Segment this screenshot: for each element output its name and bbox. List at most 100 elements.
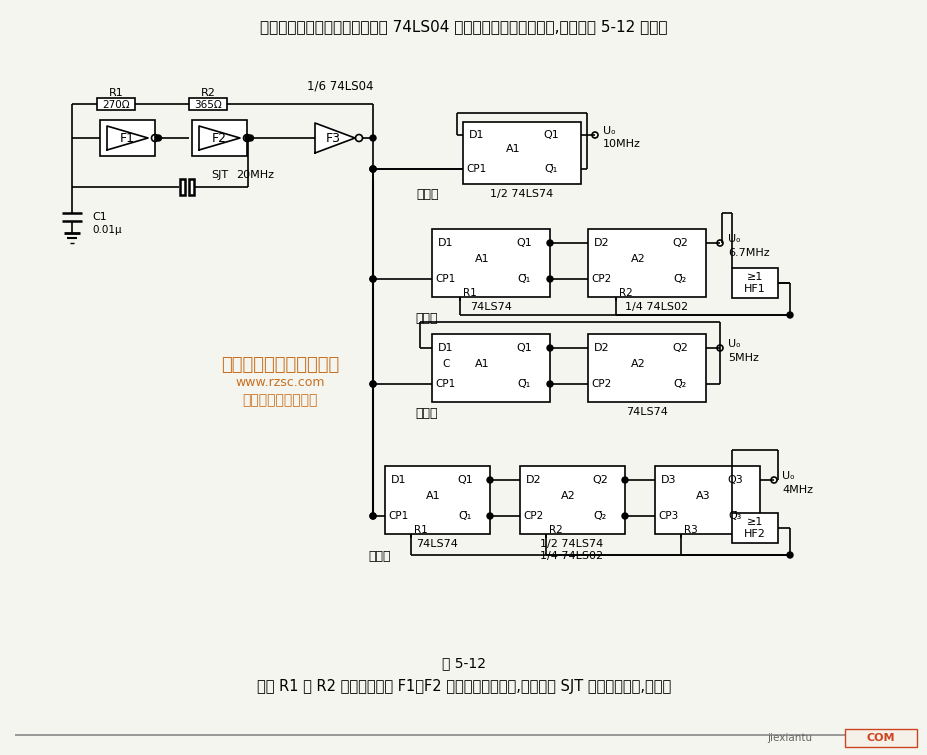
- Circle shape: [370, 276, 375, 282]
- Text: 1/6 74LS04: 1/6 74LS04: [307, 79, 373, 93]
- Text: www.rzsc.com: www.rzsc.com: [235, 377, 324, 390]
- Circle shape: [546, 276, 552, 282]
- Text: Q3: Q3: [727, 475, 743, 485]
- Text: R1: R1: [413, 525, 427, 535]
- Text: Q1: Q1: [457, 475, 473, 485]
- Text: R2: R2: [618, 288, 632, 298]
- Text: COM: COM: [866, 733, 895, 743]
- Text: 74LS74: 74LS74: [470, 302, 512, 312]
- Text: Q̅₃: Q̅₃: [728, 511, 741, 521]
- Text: 杭州缝库电子市场网公司: 杭州缝库电子市场网公司: [221, 356, 338, 374]
- Text: A1: A1: [475, 254, 489, 264]
- Circle shape: [370, 166, 375, 172]
- Text: 74LS74: 74LS74: [626, 407, 667, 417]
- Text: Q1: Q1: [542, 130, 558, 140]
- Text: D1: D1: [469, 130, 484, 140]
- Text: C1: C1: [92, 212, 107, 222]
- Bar: [588, 334, 705, 402]
- Circle shape: [370, 381, 375, 387]
- Circle shape: [621, 477, 628, 483]
- Circle shape: [156, 135, 161, 141]
- Bar: [189, 179, 194, 195]
- Text: D1: D1: [438, 238, 453, 248]
- Text: R2: R2: [200, 88, 215, 98]
- Bar: [654, 466, 759, 534]
- Text: 二分频: 二分频: [416, 187, 438, 201]
- Text: A3: A3: [695, 491, 709, 501]
- Polygon shape: [314, 123, 355, 153]
- Text: A1: A1: [505, 144, 520, 154]
- Circle shape: [786, 312, 793, 318]
- Bar: [731, 268, 777, 298]
- Bar: [180, 179, 184, 195]
- Text: A2: A2: [560, 491, 575, 501]
- Bar: [189, 98, 227, 110]
- Text: Q2: Q2: [671, 238, 687, 248]
- Polygon shape: [198, 126, 240, 150]
- Circle shape: [248, 135, 253, 141]
- Circle shape: [487, 513, 492, 519]
- Text: Q1: Q1: [515, 238, 531, 248]
- Text: 图 5-12: 图 5-12: [441, 656, 486, 670]
- Bar: [519, 466, 624, 534]
- Circle shape: [370, 166, 375, 172]
- Text: 这个简单又价廉的晶体振荡器由 74LS04 的二个门及外围元件组成,电路如图 5-12 所示。: 这个简单又价廉的晶体振荡器由 74LS04 的二个门及外围元件组成,电路如图 5…: [260, 20, 667, 35]
- Text: Q2: Q2: [591, 475, 607, 485]
- Text: F1: F1: [120, 131, 134, 144]
- Circle shape: [370, 166, 375, 172]
- Text: R1: R1: [108, 88, 123, 98]
- Text: D3: D3: [661, 475, 676, 485]
- Text: D2: D2: [526, 475, 541, 485]
- Text: Uₒ: Uₒ: [603, 126, 616, 136]
- Text: Q̅₁: Q̅₁: [458, 511, 471, 521]
- Circle shape: [546, 345, 552, 351]
- Text: CP3: CP3: [658, 511, 679, 521]
- Circle shape: [370, 381, 375, 387]
- Text: 74LS74: 74LS74: [415, 539, 457, 549]
- Text: 5MHz: 5MHz: [727, 353, 758, 363]
- Text: R1: R1: [463, 288, 476, 298]
- Bar: [385, 466, 489, 534]
- Bar: [100, 120, 155, 156]
- Text: 四分频: 四分频: [415, 408, 438, 421]
- Text: Q̅₂: Q̅₂: [673, 379, 686, 389]
- Text: 全球最大的采购网站: 全球最大的采购网站: [242, 393, 317, 407]
- Bar: [588, 229, 705, 297]
- Text: A1: A1: [475, 359, 489, 369]
- Text: D1: D1: [438, 343, 453, 353]
- Text: R2: R2: [549, 525, 563, 535]
- Text: CP1: CP1: [436, 379, 456, 389]
- Text: F2: F2: [211, 131, 226, 144]
- Circle shape: [786, 552, 793, 558]
- Text: Uₒ: Uₒ: [781, 471, 794, 481]
- Circle shape: [370, 513, 375, 519]
- Text: F3: F3: [325, 131, 340, 144]
- Circle shape: [546, 381, 552, 387]
- Circle shape: [487, 477, 492, 483]
- Circle shape: [546, 240, 552, 246]
- Text: D2: D2: [593, 238, 609, 248]
- Text: 0.01μ: 0.01μ: [92, 225, 121, 235]
- Text: HF2: HF2: [743, 529, 765, 539]
- Circle shape: [370, 135, 375, 141]
- Text: A1: A1: [425, 491, 439, 501]
- Text: CP1: CP1: [466, 164, 487, 174]
- Text: 10MHz: 10MHz: [603, 139, 641, 149]
- Text: 三分频: 三分频: [415, 313, 438, 325]
- Text: 4MHz: 4MHz: [781, 485, 812, 495]
- Circle shape: [245, 135, 250, 141]
- Text: Q̅₁: Q̅₁: [517, 274, 530, 284]
- Text: 1/2 74LS74: 1/2 74LS74: [489, 189, 553, 199]
- Text: Q̅₂: Q̅₂: [592, 511, 606, 521]
- Text: CP2: CP2: [591, 274, 612, 284]
- Bar: [97, 98, 134, 110]
- Text: 270Ω: 270Ω: [102, 100, 130, 110]
- Text: 1/4 74LS02: 1/4 74LS02: [540, 551, 603, 561]
- Text: CP2: CP2: [524, 511, 543, 521]
- Text: Q̅₁: Q̅₁: [544, 164, 557, 174]
- Text: 电阻 R1 和 R2 将两个反相器 F1、F2 偏置在线性范围内,并由晶体 SJT 提供反馈回路,其在晶: 电阻 R1 和 R2 将两个反相器 F1、F2 偏置在线性范围内,并由晶体 SJ…: [257, 680, 670, 695]
- Text: CP1: CP1: [388, 511, 409, 521]
- Text: jiexiantu: jiexiantu: [767, 733, 812, 743]
- Text: 1/2 74LS74: 1/2 74LS74: [540, 539, 603, 549]
- Text: D2: D2: [593, 343, 609, 353]
